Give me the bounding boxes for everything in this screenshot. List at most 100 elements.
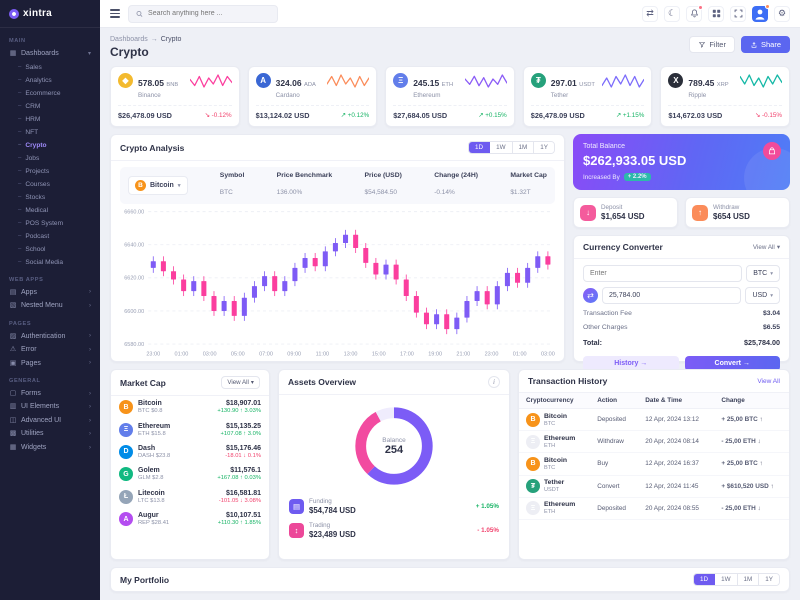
sidebar-item[interactable]: Social Media xyxy=(0,257,100,270)
sidebar-item[interactable]: NFT xyxy=(0,126,100,139)
sidebar-item-label: Podcast xyxy=(25,232,50,240)
deposit-card[interactable]: ↓ Deposit $1,654 USD xyxy=(573,197,678,228)
sidebar-item[interactable]: ▩ Utilities › xyxy=(0,428,100,442)
sidebar-item[interactable]: Medical xyxy=(0,204,100,217)
range-tab[interactable]: 1Y xyxy=(759,574,779,585)
sidebar-item[interactable]: Stocks xyxy=(0,191,100,204)
sidebar-item-icon: ▧ xyxy=(9,302,17,310)
coin-ticker: BNB xyxy=(166,82,179,88)
sidebar-item[interactable]: Podcast xyxy=(0,231,100,244)
range-tab[interactable]: 1M xyxy=(737,574,760,585)
market-cap-row[interactable]: Ł Litecoin LTC $13.8 $16,581.81 -101.05 … xyxy=(111,486,269,508)
logo-icon xyxy=(9,8,19,19)
coin-name: Dash xyxy=(138,444,156,452)
sidebar-item[interactable]: ▦ Dashboards ▾ xyxy=(0,48,100,62)
svg-text:23:00: 23:00 xyxy=(485,351,499,357)
crypto-analysis-card: Crypto Analysis 1D 1W 1M 1Y B Bitcoin ▾ Sym… xyxy=(110,134,565,362)
settings-gear-icon[interactable]: ⚙ xyxy=(774,5,790,22)
view-all-dropdown[interactable]: View All ▾ xyxy=(752,243,780,251)
convert-button[interactable]: Convert → xyxy=(684,356,780,371)
apps-grid-icon[interactable] xyxy=(708,5,724,22)
sidebar-item[interactable]: School xyxy=(0,244,100,257)
sidebar-item[interactable]: Projects xyxy=(0,165,100,178)
coin-delta: -101.05 ↓ 3.08% xyxy=(218,497,261,504)
user-avatar[interactable] xyxy=(752,3,770,22)
sidebar-item[interactable]: ▢ Forms › xyxy=(0,388,100,402)
sidebar-item[interactable]: Analytics xyxy=(0,74,100,87)
sidebar-item[interactable]: HRM xyxy=(0,113,100,126)
sidebar-item[interactable]: ◫ Advanced UI › xyxy=(0,415,100,429)
sidebar-item[interactable]: ▦ Widgets › xyxy=(0,442,100,456)
market-cap-row[interactable]: Ξ Ethereum ETH $15.8 $15,135.25 +107.08 … xyxy=(111,418,269,440)
sidebar-item-icon: ▦ xyxy=(9,50,17,58)
menu-toggle-icon[interactable] xyxy=(110,9,120,18)
sidebar-item[interactable]: Courses xyxy=(0,178,100,191)
search-input[interactable] xyxy=(148,10,271,17)
sidebar-item-label: WEB APPS xyxy=(9,276,44,283)
coin-usd-value: $13,124.02 USD xyxy=(255,111,310,120)
withdraw-card[interactable]: ↑ Withdraw $654 USD xyxy=(685,197,790,228)
svg-text:09:00: 09:00 xyxy=(287,351,301,357)
info-icon[interactable]: i xyxy=(488,376,500,388)
market-cap-row[interactable]: B Bitcoin BTC $0.8 $18,907.01 +130.90 ↑ … xyxy=(111,396,269,418)
logo[interactable]: xintra xyxy=(0,0,100,28)
table-row[interactable]: Ξ Ethereum ETH Deposited 20 Apr, 2024 08… xyxy=(519,497,789,520)
coin-name: Ethereum xyxy=(544,501,576,509)
coin-value: $15,135.25 xyxy=(225,422,261,430)
avatar-status-badge xyxy=(765,3,770,9)
language-icon[interactable]: ⇄ xyxy=(642,5,658,22)
range-tab[interactable]: 1D xyxy=(469,142,491,153)
breadcrumb-parent[interactable]: Dashboards xyxy=(110,36,148,43)
sidebar-item[interactable]: ▥ UI Elements › xyxy=(0,401,100,415)
notifications-bell-icon[interactable] xyxy=(686,4,703,22)
svg-text:01:00: 01:00 xyxy=(175,351,189,357)
chevron-icon: › xyxy=(89,302,91,309)
sidebar-item[interactable]: ▨ Authentication › xyxy=(0,330,100,344)
sidebar-item[interactable]: ▣ Pages › xyxy=(0,357,100,371)
range-tab[interactable]: 1W xyxy=(715,574,738,585)
asset-value: $23,489 USD xyxy=(309,530,356,540)
to-currency-select[interactable]: USD ▾ xyxy=(745,287,780,304)
dark-mode-icon[interactable]: ☾ xyxy=(664,5,680,22)
table-row[interactable]: ₮ Tether USDT Convert 12 Apr, 2024 11:45… xyxy=(519,475,789,498)
coin-name: Ripple xyxy=(688,92,707,99)
table-row[interactable]: B Bitcoin BTC Buy 12 Apr, 2024 16:37 + 2… xyxy=(519,452,789,476)
from-currency-select[interactable]: BTC ▾ xyxy=(746,265,780,282)
view-all-link[interactable]: View All xyxy=(757,377,780,385)
sparkline-chart xyxy=(327,74,370,88)
market-cap-row[interactable]: A Augur REP $28.41 $10,107.51 +110.30 ↑ … xyxy=(111,508,269,530)
table-row[interactable]: B Bitcoin BTC Deposited 12 Apr, 2024 13:… xyxy=(519,408,789,432)
chevron-down-icon: ▾ xyxy=(250,379,254,386)
sidebar-item[interactable]: Crypto xyxy=(0,139,100,152)
convert-to-input[interactable] xyxy=(602,287,742,304)
range-tab[interactable]: 1D xyxy=(694,574,716,585)
tx-action: Deposited xyxy=(590,408,639,432)
market-cap-row[interactable]: G Golem GLM $2.8 $11,576.1 +167.08 ↑ 0.0… xyxy=(111,463,269,485)
table-row[interactable]: Ξ Ethereum ETH Withdraw 20 Apr, 2024 08:… xyxy=(519,430,789,454)
sidebar-item[interactable]: ▤ Apps › xyxy=(0,286,100,300)
share-button[interactable]: Share xyxy=(740,36,790,53)
coin-selector-dropdown[interactable]: B Bitcoin ▾ xyxy=(128,176,188,195)
range-tab[interactable]: 1M xyxy=(512,142,535,153)
sidebar-item[interactable]: Ecommerce xyxy=(0,87,100,100)
range-tab[interactable]: 1W xyxy=(490,142,513,153)
withdraw-label: Withdraw xyxy=(713,204,740,211)
range-tab[interactable]: 1Y xyxy=(534,142,554,153)
swap-currencies-button[interactable]: ⇄ xyxy=(583,288,598,303)
sidebar-item[interactable]: Jobs xyxy=(0,152,100,165)
sidebar-item[interactable]: ⚠ Error › xyxy=(0,344,100,358)
svg-text:6620.00: 6620.00 xyxy=(124,276,144,282)
sidebar-item[interactable]: Sales xyxy=(0,61,100,74)
view-all-button[interactable]: View All ▾ xyxy=(221,376,260,389)
sidebar-item[interactable]: CRM xyxy=(0,100,100,113)
convert-from-input[interactable] xyxy=(583,265,743,282)
fullscreen-icon[interactable] xyxy=(730,5,746,22)
market-cap-row[interactable]: D Dash DASH $23.8 $15,176.46 -18.01 ↓ 0.… xyxy=(111,441,269,463)
search-box[interactable] xyxy=(128,4,278,23)
history-button[interactable]: History → xyxy=(583,356,679,371)
chevron-down-icon: ▾ xyxy=(770,292,773,299)
sidebar-item[interactable]: ▧ Nested Menu › xyxy=(0,300,100,314)
filter-button[interactable]: Filter xyxy=(689,36,735,53)
sidebar-item[interactable]: POS System xyxy=(0,217,100,230)
chevron-icon: › xyxy=(89,444,91,451)
